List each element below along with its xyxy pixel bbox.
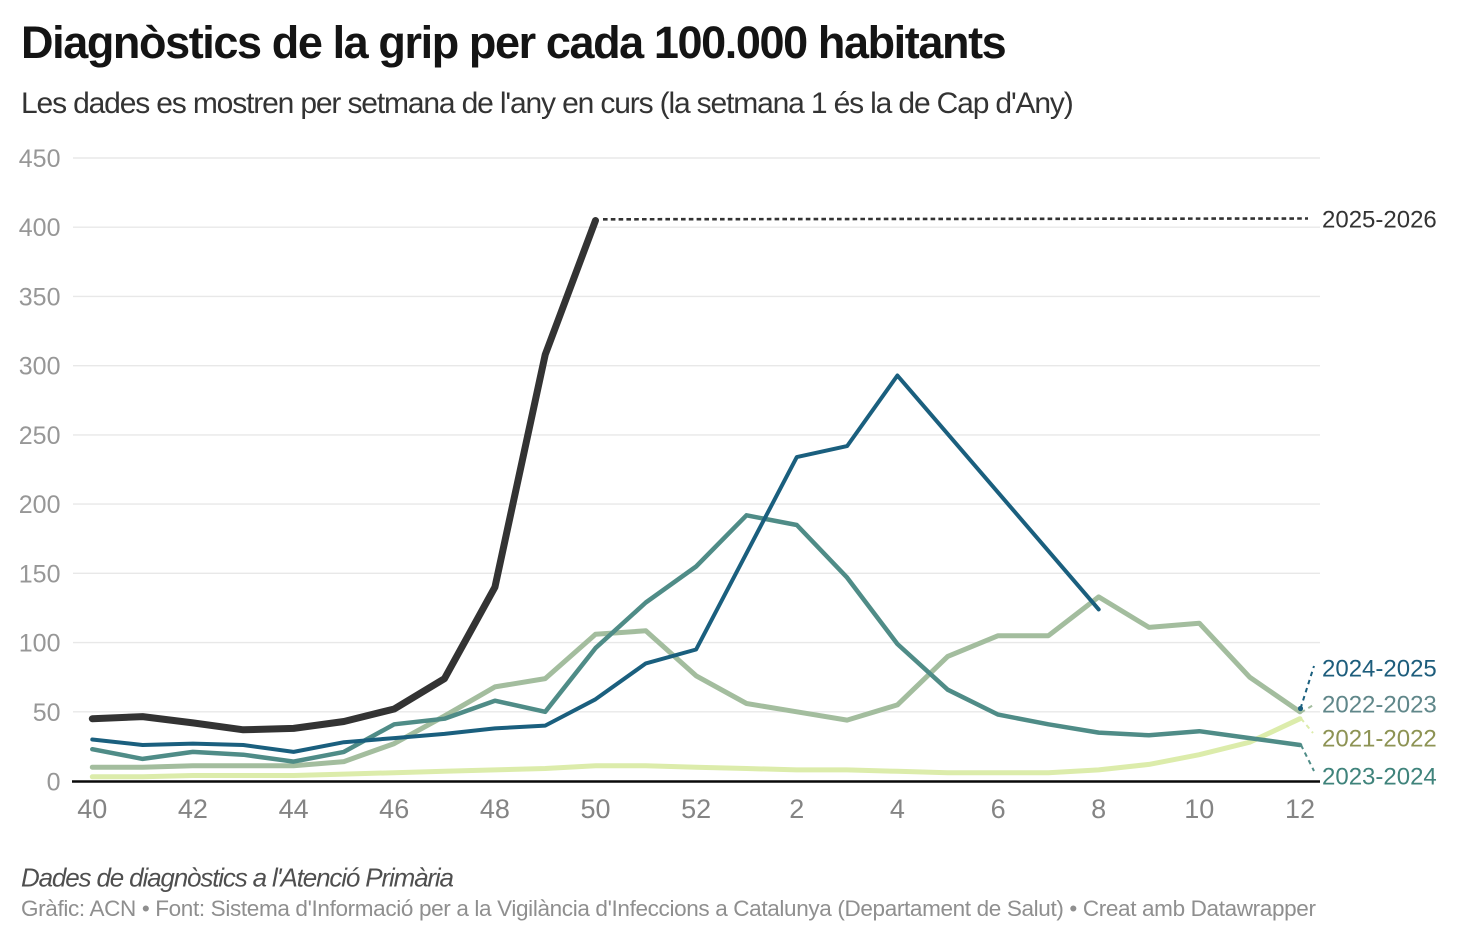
svg-text:12: 12 — [1285, 794, 1315, 824]
svg-text:50: 50 — [580, 794, 610, 824]
svg-text:Diagnòstics de la grip per cad: Diagnòstics de la grip per cada 100.000 … — [21, 17, 1006, 68]
svg-text:2021-2022: 2021-2022 — [1322, 725, 1437, 752]
svg-text:6: 6 — [991, 794, 1006, 824]
svg-text:2024-2025: 2024-2025 — [1322, 656, 1437, 683]
svg-text:Gràfic: ACN • Font: Sistema d': Gràfic: ACN • Font: Sistema d'Informació… — [21, 896, 1316, 921]
svg-text:100: 100 — [19, 630, 61, 658]
svg-text:50: 50 — [33, 699, 61, 727]
svg-text:4: 4 — [890, 794, 905, 824]
svg-text:400: 400 — [19, 214, 61, 242]
svg-text:10: 10 — [1184, 794, 1214, 824]
svg-text:250: 250 — [19, 422, 61, 450]
svg-text:48: 48 — [480, 794, 510, 824]
svg-text:Dades de diagnòstics a l'Atenc: Dades de diagnòstics a l'Atenció Primàri… — [21, 863, 454, 893]
svg-text:0: 0 — [47, 769, 61, 797]
svg-text:46: 46 — [379, 794, 409, 824]
svg-text:8: 8 — [1091, 794, 1106, 824]
svg-text:40: 40 — [77, 794, 107, 824]
svg-text:300: 300 — [19, 353, 61, 381]
svg-text:2023-2024: 2023-2024 — [1322, 763, 1437, 790]
svg-text:Les dades es mostren per setma: Les dades es mostren per setmana de l'an… — [21, 87, 1073, 120]
svg-text:42: 42 — [178, 794, 208, 824]
svg-text:200: 200 — [19, 491, 61, 519]
svg-text:2022-2023: 2022-2023 — [1322, 692, 1437, 719]
svg-text:450: 450 — [19, 145, 61, 173]
svg-text:52: 52 — [681, 794, 711, 824]
svg-text:2: 2 — [789, 794, 804, 824]
svg-text:44: 44 — [279, 794, 309, 824]
svg-text:350: 350 — [19, 283, 61, 311]
svg-text:2025-2026: 2025-2026 — [1322, 207, 1437, 234]
svg-text:150: 150 — [19, 560, 61, 588]
